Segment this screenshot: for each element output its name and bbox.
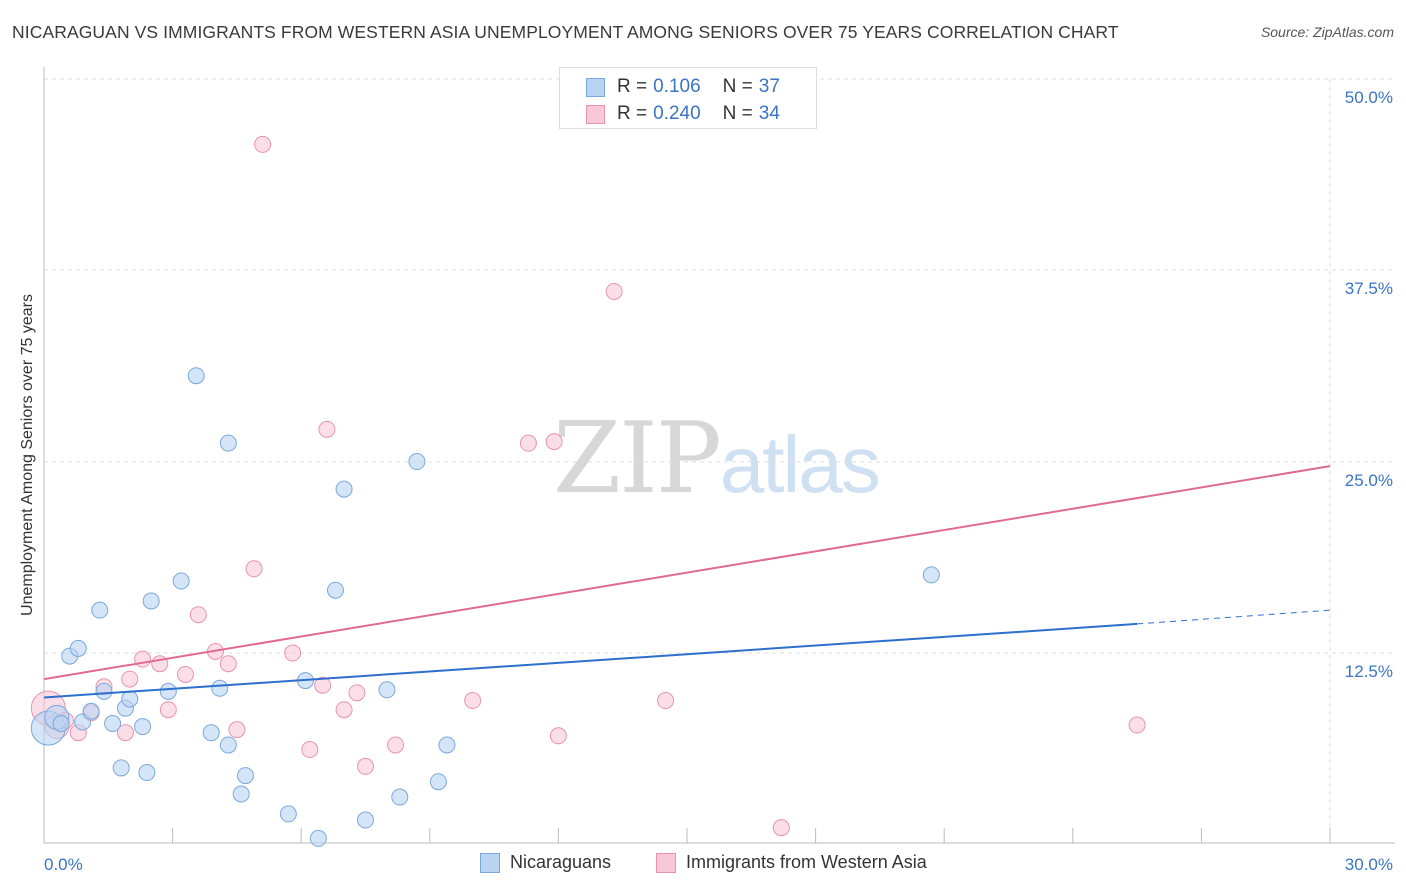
nicaraguan-point <box>335 480 353 498</box>
nicaraguan-point <box>219 434 237 452</box>
x-tick-label: 0.0% <box>44 855 83 874</box>
series-legend: Nicaraguans Immigrants from Western Asia <box>0 852 1406 878</box>
nicaraguan-point <box>172 572 190 590</box>
nicaraguan-point <box>211 679 229 697</box>
western-asia-point <box>657 692 675 710</box>
nicaraguan-point <box>134 718 152 736</box>
western-asia-point <box>228 721 246 739</box>
trend-layer <box>43 465 1331 699</box>
western-asia-point <box>519 434 537 452</box>
legend-r-value: 0.240 <box>653 103 701 124</box>
y-tick-label: 50.0% <box>1345 88 1393 107</box>
western-asia-point <box>254 135 272 153</box>
western-asia-point <box>387 736 405 754</box>
legend-swatch-pink <box>586 104 605 124</box>
nicaraguan-point <box>236 767 254 785</box>
nicaraguan-point <box>232 785 250 803</box>
nicaraguan-point <box>391 788 409 806</box>
western-asia-point <box>159 701 177 719</box>
western-asia-point <box>134 650 152 668</box>
legend-item-nicaraguans[interactable]: Nicaraguans <box>480 852 611 873</box>
nicaraguan-point <box>429 773 447 791</box>
western-asia-point <box>335 701 353 719</box>
y-tick-label: 37.5% <box>1345 279 1393 298</box>
western-asia-point <box>219 655 237 673</box>
legend-r-label: R = <box>617 103 648 124</box>
nicaraguan-point <box>219 736 237 754</box>
point-layer <box>30 135 1146 847</box>
western-asia-point <box>116 724 134 742</box>
western-asia-point <box>772 819 790 837</box>
nicaraguan-point <box>438 736 456 754</box>
nicaraguan-point <box>202 724 220 742</box>
western-asia-point <box>549 727 567 745</box>
legend-swatch-pink <box>656 852 676 873</box>
nicaraguan-point <box>69 639 87 657</box>
western-asia-point <box>348 684 366 702</box>
y-tick-label: 12.5% <box>1345 662 1393 681</box>
western-asia-point <box>314 676 332 694</box>
nicaraguan-point <box>112 759 130 777</box>
tick-label-layer: 12.5% 25.0% 37.5% 50.0% 0.0% 30.0% <box>44 88 1393 874</box>
nicaraguan-trend-extension <box>1137 609 1331 625</box>
legend-n-label: N = <box>722 103 753 124</box>
legend-item-western-asia[interactable]: Immigrants from Western Asia <box>656 852 927 873</box>
nicaraguan-point <box>187 367 205 385</box>
nicaraguan-point <box>408 453 426 471</box>
nicaraguan-point <box>309 829 327 847</box>
nicaraguan-point <box>922 566 940 584</box>
nicaraguan-point <box>138 764 156 782</box>
western-asia-point <box>284 644 302 662</box>
legend-n-label: N = <box>722 76 753 97</box>
axis-layer <box>43 67 1395 844</box>
legend-n-value: 37 <box>758 76 780 97</box>
nicaraguan-point <box>52 715 70 733</box>
legend-swatch-blue <box>586 77 605 97</box>
legend-n-value: 34 <box>758 103 780 124</box>
source-label: Source: ZipAtlas.com <box>1260 24 1394 40</box>
western-asia-point <box>318 420 336 438</box>
x-tick-label: 30.0% <box>1345 855 1393 874</box>
nicaraguan-point <box>326 581 344 599</box>
legend-label-nicaraguans: Nicaraguans <box>510 852 612 872</box>
chart-title: NICARAGUAN VS IMMIGRANTS FROM WESTERN AS… <box>12 22 1119 42</box>
western-asia-point <box>176 665 194 683</box>
nicaraguan-point <box>142 592 160 610</box>
western-asia-point <box>464 692 482 710</box>
nicaraguan-point <box>104 715 122 733</box>
legend-label-western-asia: Immigrants from Western Asia <box>686 852 927 872</box>
nicaraguan-point <box>121 690 139 708</box>
western-asia-point <box>301 741 319 759</box>
legend-r-label: R = <box>617 76 648 97</box>
nicaraguan-point <box>91 601 109 619</box>
western-asia-point <box>357 757 374 775</box>
nicaraguan-point <box>378 681 396 699</box>
nicaraguan-point <box>279 805 297 823</box>
legend-row-nicaraguans: R = 0.106 N = 37 <box>586 75 780 99</box>
western-asia-point <box>1128 716 1146 734</box>
nicaraguan-point <box>95 682 113 700</box>
legend-swatch-blue <box>480 852 500 873</box>
western-asia-trend-line <box>43 465 1331 681</box>
nicaraguan-point <box>159 682 177 700</box>
correlation-legend: R = 0.106 N = 37 R = 0.240 N = 34 <box>559 67 817 129</box>
grid-layer <box>44 78 1395 843</box>
western-asia-point <box>245 560 263 578</box>
legend-row-western-asia: R = 0.240 N = 34 <box>586 102 780 126</box>
nicaraguan-point <box>82 702 100 720</box>
western-asia-point <box>605 282 623 300</box>
western-asia-point <box>121 670 139 688</box>
legend-r-value: 0.106 <box>653 76 701 97</box>
western-asia-point <box>189 606 207 624</box>
nicaraguan-trend-line <box>43 622 1138 699</box>
y-tick-label: 25.0% <box>1345 471 1393 490</box>
nicaraguan-point <box>357 811 374 829</box>
western-asia-point <box>545 433 563 451</box>
